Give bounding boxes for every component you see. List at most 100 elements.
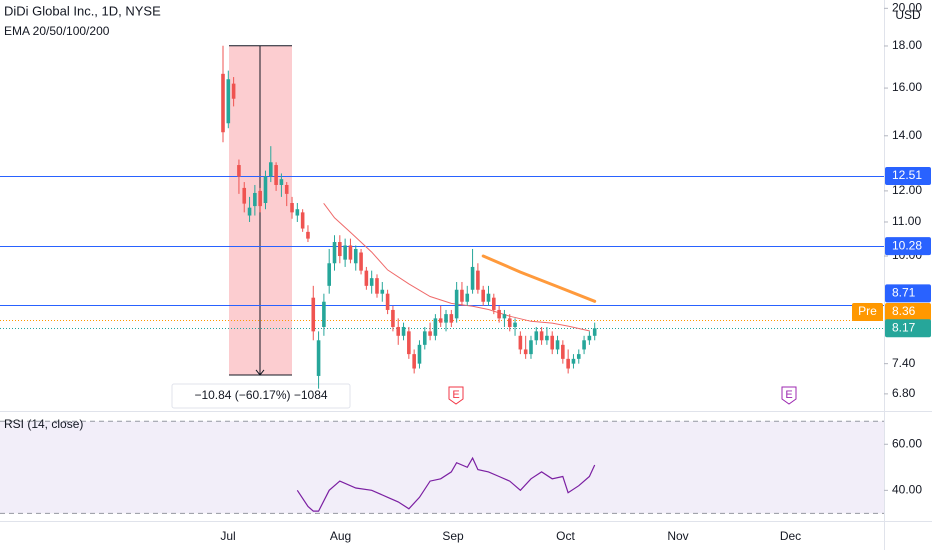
currency-label: USD [895, 8, 921, 22]
candle-body [592, 328, 597, 336]
candle-body [539, 331, 544, 341]
candle-body [454, 289, 459, 319]
candle-body [566, 358, 570, 369]
candle-body [375, 278, 379, 294]
candle-body [332, 242, 337, 264]
pre-tag-name: Pre [858, 304, 877, 318]
candle-body [343, 245, 347, 260]
candle-body [279, 179, 284, 185]
candle-body [444, 314, 448, 323]
candle-body [507, 318, 512, 327]
y-tick-label: 18.00 [892, 38, 922, 52]
candle-body [300, 212, 305, 229]
x-tick-label: Sep [442, 529, 464, 543]
candle-body [412, 354, 416, 369]
rsi-band [0, 421, 884, 514]
pre-tag-name-box [852, 303, 883, 322]
price-tag-label: 12.51 [892, 168, 922, 182]
candle-body [338, 242, 342, 257]
y-tick-label: 12.00 [892, 183, 922, 197]
candle-body [502, 314, 507, 319]
candle-body [258, 190, 262, 207]
candle-body [550, 335, 555, 350]
pre-tag [885, 303, 931, 322]
y-tick-label: 7.40 [892, 356, 916, 370]
x-tick-label: Aug [330, 529, 351, 543]
rsi-line [296, 456, 596, 512]
candle-body [274, 165, 278, 185]
pre-tag-label: 8.36 [892, 304, 916, 318]
x-tick-label: Jul [220, 529, 235, 543]
candle-body [422, 331, 427, 345]
x-tick-label: Nov [667, 529, 688, 543]
x-tick-label: Dec [780, 529, 801, 543]
candle-body [268, 162, 273, 177]
earnings-label: E [785, 389, 792, 401]
candle-body [327, 263, 331, 286]
candle-body [396, 326, 401, 336]
candle-body [465, 293, 470, 302]
price-tag [885, 237, 931, 256]
candle-body [460, 289, 464, 302]
price-tag-label: 10.28 [892, 238, 922, 252]
rsi-y-tick-label: 40.00 [892, 483, 922, 497]
candle-body [523, 349, 528, 355]
x-tick-label: Oct [556, 529, 575, 543]
candle-body [284, 184, 289, 194]
candle-body [534, 331, 539, 341]
price-tag [885, 284, 931, 303]
last-tag [885, 319, 931, 338]
candle-body [476, 270, 480, 290]
ema-line [481, 254, 597, 303]
candle-body [407, 331, 411, 355]
candle-body [348, 245, 353, 260]
candle-body [364, 270, 369, 286]
candle-body [290, 202, 294, 213]
candle-body [481, 289, 485, 302]
candle-body [263, 176, 268, 203]
candle-body [417, 344, 422, 364]
candle-body [492, 297, 496, 310]
rsi-y-tick-label: 60.00 [892, 436, 922, 450]
ema-line [323, 203, 590, 332]
y-tick-label: 20.00 [892, 0, 922, 14]
candle-body [380, 289, 385, 294]
candle-body [369, 278, 374, 286]
candle-body [428, 331, 432, 336]
candle-body [391, 309, 395, 327]
candle-body [306, 231, 310, 239]
candle-body [231, 83, 236, 99]
price-tag [885, 167, 931, 186]
candle-body [226, 79, 231, 124]
rsi-title: RSI (14, close) [4, 417, 83, 431]
candle-body [561, 344, 565, 359]
y-tick-label: 6.80 [892, 386, 916, 400]
earnings-label: E [452, 389, 459, 401]
candle-body [449, 314, 454, 323]
chart-title: DiDi Global Inc., 1D, NYSE [4, 3, 161, 18]
candle-body [587, 335, 592, 341]
measure-label-box [171, 383, 351, 409]
measure-arrowhead [255, 369, 265, 376]
candle-body [582, 340, 586, 350]
candle-body [518, 335, 523, 350]
candle-body [438, 318, 443, 323]
candle-body [385, 293, 390, 310]
indicator-label: EMA 20/50/100/200 [4, 24, 110, 38]
candle-body [322, 301, 326, 327]
earnings-marker [781, 386, 797, 405]
price-tag-label: 8.71 [892, 286, 916, 300]
candle-body [433, 318, 438, 336]
candle-body [247, 207, 252, 216]
y-tick-label: 11.00 [892, 214, 921, 228]
candle-body [401, 326, 406, 336]
candle-body [545, 335, 549, 341]
candle-body [529, 340, 533, 355]
earnings-marker [448, 386, 464, 405]
candle-body [295, 209, 300, 216]
candle-body [513, 322, 517, 327]
candle-body [486, 293, 491, 302]
